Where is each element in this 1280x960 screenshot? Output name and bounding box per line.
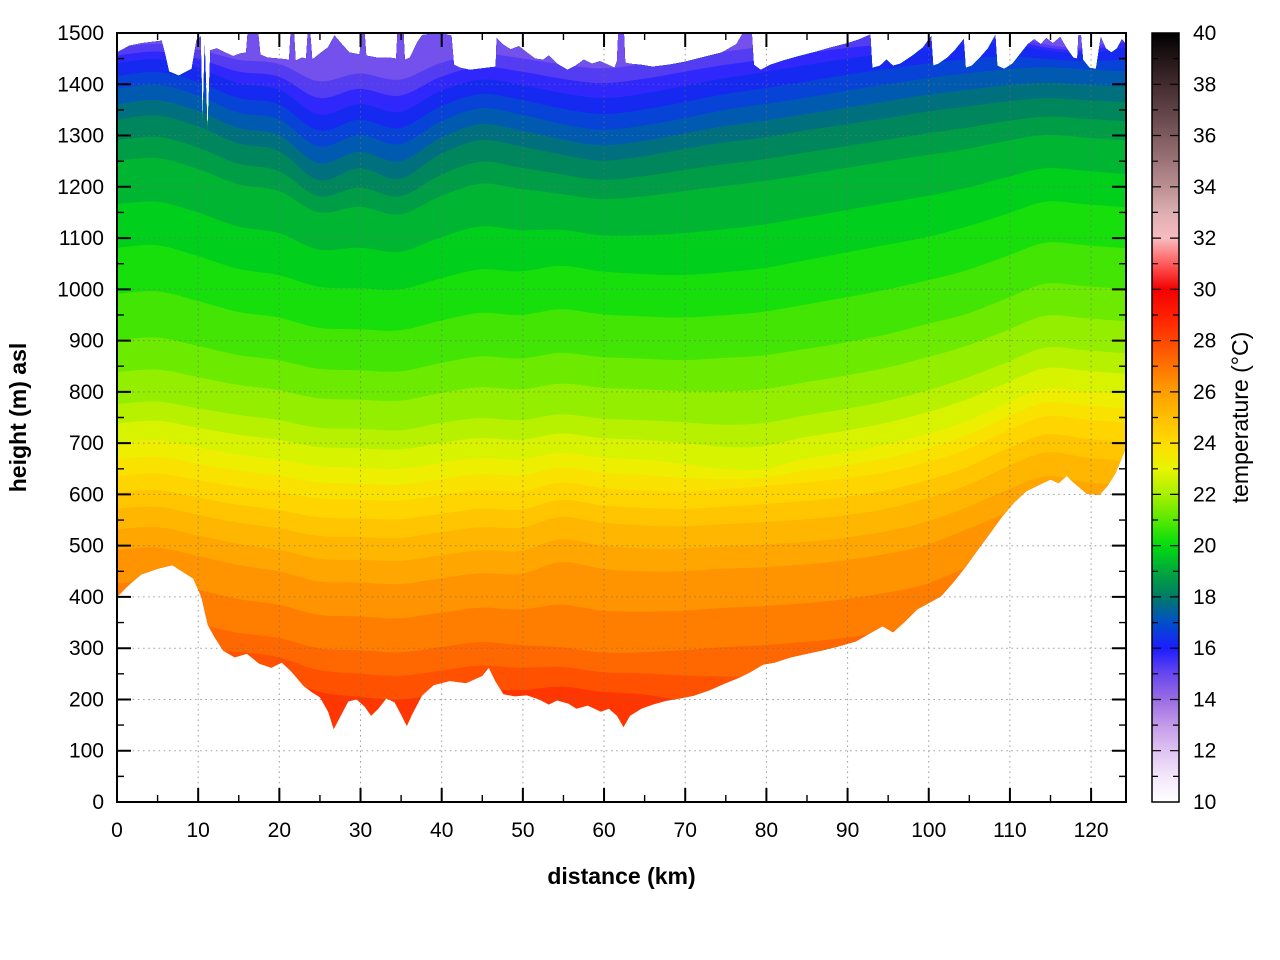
y-tick-label: 400 [69, 586, 104, 609]
axes [116, 32, 1127, 803]
colorbar-tick-label: 30 [1193, 278, 1216, 301]
x-tick-label: 110 [993, 819, 1026, 842]
colorbar-label: temperature (°C) [1227, 332, 1253, 504]
y-tick-label: 800 [69, 381, 104, 404]
colorbar-ticks [1152, 58, 1179, 777]
y-axis-label: height (m) asl [5, 343, 31, 493]
y-tick-label: 300 [69, 637, 104, 660]
y-tick-label: 1400 [57, 73, 104, 96]
x-tick-label: 20 [268, 819, 291, 842]
x-tick-label: 30 [349, 819, 372, 842]
y-tick-label: 600 [69, 483, 104, 506]
colorbar-tick-label: 28 [1193, 330, 1216, 353]
x-tick-label: 60 [592, 819, 615, 842]
y-tick-label: 1500 [57, 22, 104, 45]
y-tick-label: 900 [69, 330, 104, 353]
colorbar-tick-label: 20 [1193, 535, 1216, 558]
y-tick-label: 0 [92, 791, 104, 814]
colorbar-tick-label: 38 [1193, 73, 1216, 96]
colorbar-tick-label: 14 [1193, 688, 1217, 711]
colorbar-tick-label: 18 [1193, 586, 1216, 609]
y-tick-label: 200 [69, 688, 104, 711]
y-tick-label: 700 [69, 432, 104, 455]
major-ticks [116, 32, 1126, 803]
minor-ticks [117, 33, 1126, 802]
y-tick-label: 1100 [59, 227, 104, 250]
x-tick-label: 120 [1074, 819, 1109, 842]
y-tick-label: 100 [69, 740, 104, 763]
colorbar-tick-label: 16 [1193, 637, 1216, 660]
colorbar-tick-label: 32 [1193, 227, 1216, 250]
colorbar-tick-label: 36 [1193, 125, 1216, 148]
x-axis-label: distance (km) [547, 863, 695, 889]
x-tick-label: 100 [911, 819, 946, 842]
x-tick-label: 40 [430, 819, 453, 842]
colorbar-tick-label: 10 [1193, 791, 1216, 814]
y-tick-label: 1000 [57, 278, 104, 301]
x-tick-label: 0 [111, 819, 123, 842]
colorbar-tick-label: 22 [1193, 483, 1216, 506]
x-tick-label: 10 [186, 819, 209, 842]
colorbar-tick-label: 40 [1193, 22, 1216, 45]
x-tick-label: 70 [674, 819, 697, 842]
colorbar-tick-label: 26 [1193, 381, 1216, 404]
axis-tick-labels: 0 10 20 30 40 50 60 70 80 90 100 110 120010020030040… [57, 22, 1108, 842]
colorbar: 10 12 14 16 18 20 22 24 26 28 30 32 34 36 38 40 temperat… [1151, 22, 1253, 814]
x-tick-label: 90 [836, 819, 859, 842]
y-tick-label: 1300 [57, 125, 104, 148]
colorbar-tick-label: 12 [1193, 740, 1216, 763]
colorbar-tick-label: 24 [1193, 432, 1217, 455]
temperature-field [117, 33, 1126, 730]
y-tick-label: 500 [69, 535, 104, 558]
grid-lines [117, 33, 1126, 802]
x-tick-label: 50 [511, 819, 534, 842]
x-tick-label: 80 [755, 819, 778, 842]
y-tick-label: 1200 [57, 176, 104, 199]
colorbar-tick-label: 34 [1193, 176, 1217, 199]
